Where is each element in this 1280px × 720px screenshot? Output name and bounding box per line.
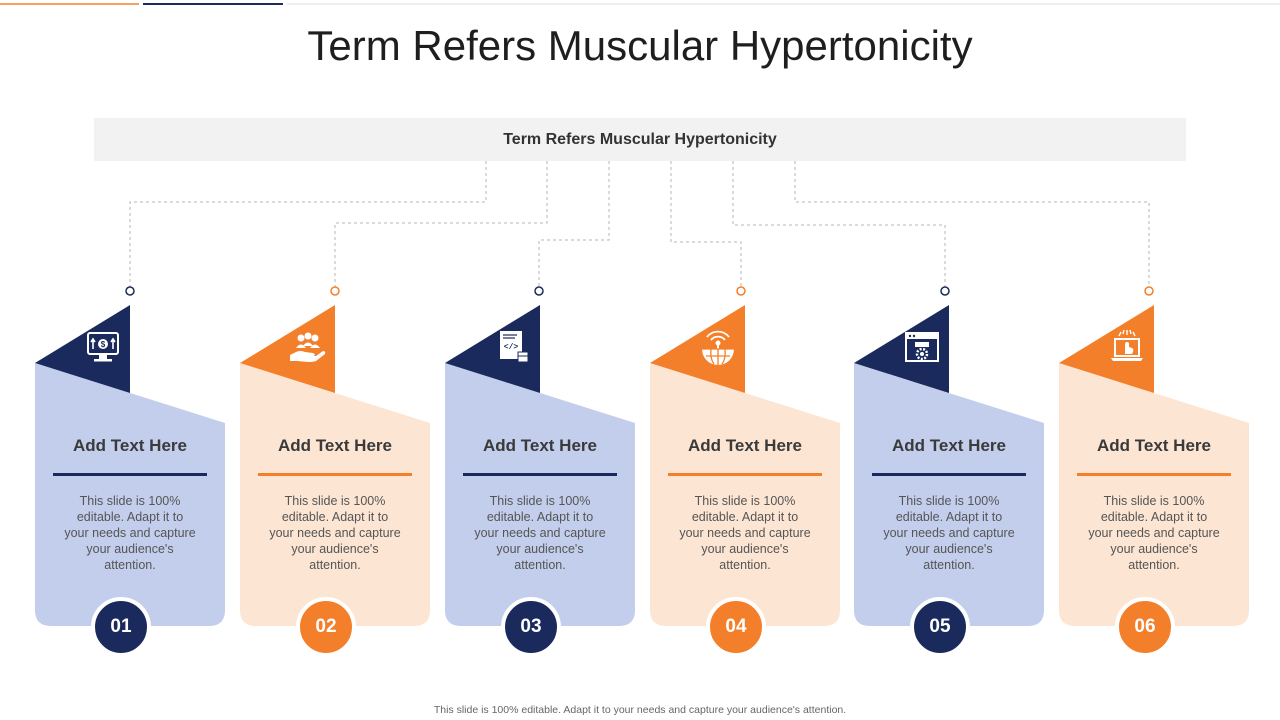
- card-divider: [1077, 473, 1231, 476]
- card-shape: [445, 305, 635, 626]
- top-accent-line-gray: [287, 3, 1280, 5]
- monitor-dollar-icon: $: [87, 332, 119, 362]
- card-shape: [650, 305, 840, 626]
- browser-settings-icon: [905, 332, 939, 362]
- card-shape: [35, 305, 225, 626]
- card-shape: [240, 305, 430, 626]
- card-divider: [463, 473, 617, 476]
- card-number-badge: 04: [706, 597, 766, 657]
- footer-note: This slide is 100% editable. Adapt it to…: [433, 704, 847, 716]
- code-document-icon: </>: [500, 331, 529, 363]
- connector-6: [794, 161, 1150, 287]
- card-divider: [668, 473, 822, 476]
- slide-title: Term Refers Muscular Hypertonicity: [307, 22, 973, 69]
- connector-1: [129, 161, 487, 287]
- card-5: Add Text Here This slide is 100% editabl…: [854, 305, 1046, 657]
- card-body: This slide is 100% editable. Adapt it to…: [1088, 494, 1220, 572]
- card-number-badge: 01: [91, 597, 151, 657]
- card-body: This slide is 100% editable. Adapt it to…: [679, 494, 811, 572]
- card-6: Add Text Here This slide is 100% editabl…: [1059, 305, 1251, 657]
- connector-3: [538, 161, 610, 287]
- card-1: $ Add Text Here This slide is 100% edita…: [35, 305, 227, 657]
- card-heading: Add Text Here: [278, 436, 392, 455]
- card-number-badge: 02: [296, 597, 356, 657]
- card-body: This slide is 100% editable. Adapt it to…: [883, 494, 1015, 572]
- card-number-badge: 03: [501, 597, 561, 657]
- connector-dot-5: [940, 286, 950, 296]
- card-heading: Add Text Here: [688, 436, 802, 455]
- card-body: This slide is 100% editable. Adapt it to…: [64, 494, 196, 572]
- hand-people-icon: [290, 332, 326, 362]
- card-3: </> Add Text Here This slide is 100% edi…: [445, 305, 637, 657]
- card-divider: [872, 473, 1026, 476]
- svg-text:</>: </>: [504, 343, 519, 352]
- card-divider: [258, 473, 412, 476]
- card-shape: [854, 305, 1044, 626]
- connector-5: [732, 161, 946, 287]
- connector-dot-3: [534, 286, 544, 296]
- banner-label: Term Refers Muscular Hypertonicity: [94, 118, 1186, 161]
- top-accent-line-orange: [0, 3, 139, 5]
- top-accent-line-navy: [143, 3, 283, 5]
- card-heading: Add Text Here: [483, 436, 597, 455]
- card-number-badge: 05: [910, 597, 970, 657]
- antenna-globe-icon: [702, 330, 734, 365]
- card-shape: [1059, 305, 1249, 626]
- laptop-click-icon: [1111, 329, 1143, 361]
- card-2: Add Text Here This slide is 100% editabl…: [240, 305, 432, 657]
- svg-text:$: $: [101, 340, 106, 349]
- card-divider: [53, 473, 207, 476]
- card-number-badge: 06: [1115, 597, 1175, 657]
- connector-2: [334, 161, 548, 287]
- card-heading: Add Text Here: [892, 436, 1006, 455]
- card-body: This slide is 100% editable. Adapt it to…: [474, 494, 606, 572]
- connector-4: [670, 161, 742, 287]
- connector-dot-2: [330, 286, 340, 296]
- connector-dot-4: [736, 286, 746, 296]
- card-4: Add Text Here This slide is 100% editabl…: [650, 305, 842, 657]
- card-heading: Add Text Here: [73, 436, 187, 455]
- connector-dot-6: [1144, 286, 1154, 296]
- connector-dot-1: [125, 286, 135, 296]
- card-heading: Add Text Here: [1097, 436, 1211, 455]
- card-body: This slide is 100% editable. Adapt it to…: [269, 494, 401, 572]
